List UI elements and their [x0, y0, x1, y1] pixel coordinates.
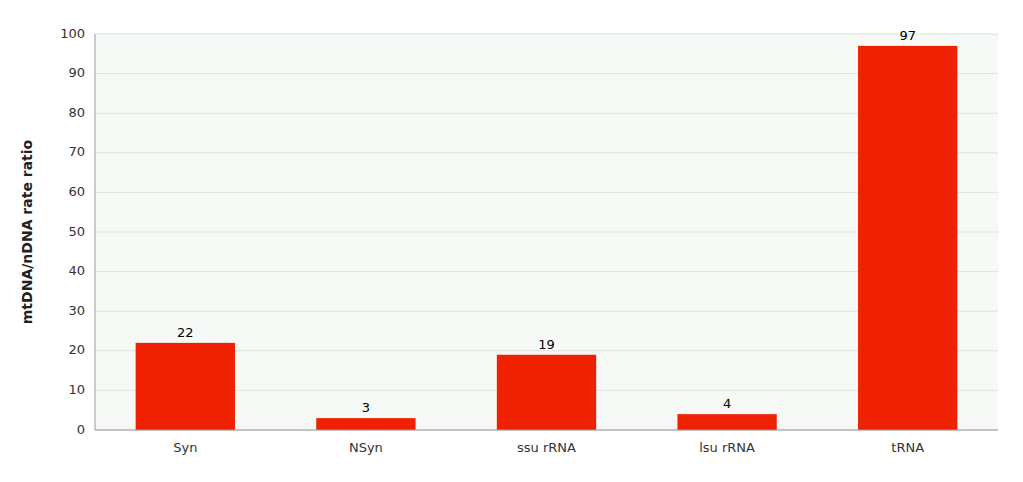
x-tick-label: NSyn: [349, 440, 383, 455]
y-tick-label: 60: [68, 184, 85, 199]
grid-line: [95, 430, 998, 431]
bar: [136, 343, 235, 430]
plot-background: [95, 34, 998, 430]
y-tick-label: 50: [68, 224, 85, 239]
data-label: 3: [362, 400, 370, 415]
chart-svg: 0 10 20 30 40 50 60 70 80 90 100 22 3 19 4 97 Syn NSyn ssu…: [0, 0, 1023, 482]
y-tick-label: 10: [68, 382, 85, 397]
grid-line: [95, 34, 998, 35]
bar: [497, 355, 596, 430]
x-axis-line: [95, 430, 998, 431]
chart-container: 0 10 20 30 40 50 60 70 80 90 100 22 3 19 4 97 Syn NSyn ssu…: [0, 0, 1023, 482]
y-tick-label: 30: [68, 303, 85, 318]
bar: [858, 46, 957, 430]
grid: [95, 34, 998, 430]
y-tick-label: 80: [68, 105, 85, 120]
y-tick-label: 0: [77, 422, 85, 437]
x-tick-label: tRNA: [891, 440, 924, 455]
x-tick-label: ssu rRNA: [517, 440, 576, 455]
y-axis-label: mtDNA/nDNA rate ratio: [19, 139, 35, 324]
bar: [316, 418, 415, 430]
y-tick-label: 90: [68, 65, 85, 80]
data-label: 22: [177, 325, 194, 340]
x-tick-label: Syn: [173, 440, 197, 455]
y-axis-line: [95, 34, 96, 430]
x-tick-label: lsu rRNA: [699, 440, 755, 455]
bars: [136, 46, 958, 430]
data-label: 19: [538, 337, 555, 352]
y-tick-label: 40: [68, 263, 85, 278]
bar: [677, 414, 776, 430]
data-label: 4: [723, 396, 731, 411]
y-tick-label: 100: [60, 26, 85, 41]
y-tick-label: 70: [68, 144, 85, 159]
y-tick-label: 20: [68, 342, 85, 357]
data-label: 97: [899, 28, 916, 43]
